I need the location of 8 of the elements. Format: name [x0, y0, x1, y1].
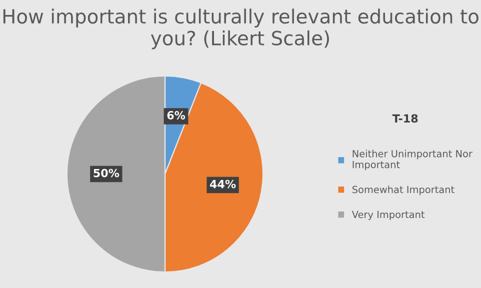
data-label: 50% — [94, 168, 120, 178]
legend-title: T-18 — [392, 114, 418, 123]
legend-label: Very Important — [352, 210, 425, 220]
data-label: 44% — [210, 180, 236, 188]
data-label: 6% — [167, 111, 186, 120]
chart-title: How important is culturally relevant education to you? (Likert Scale) — [3, 8, 478, 50]
legend-label: Neither Unimportant Nor Important — [352, 150, 472, 170]
legend-label: Somewhat Important — [352, 186, 454, 196]
